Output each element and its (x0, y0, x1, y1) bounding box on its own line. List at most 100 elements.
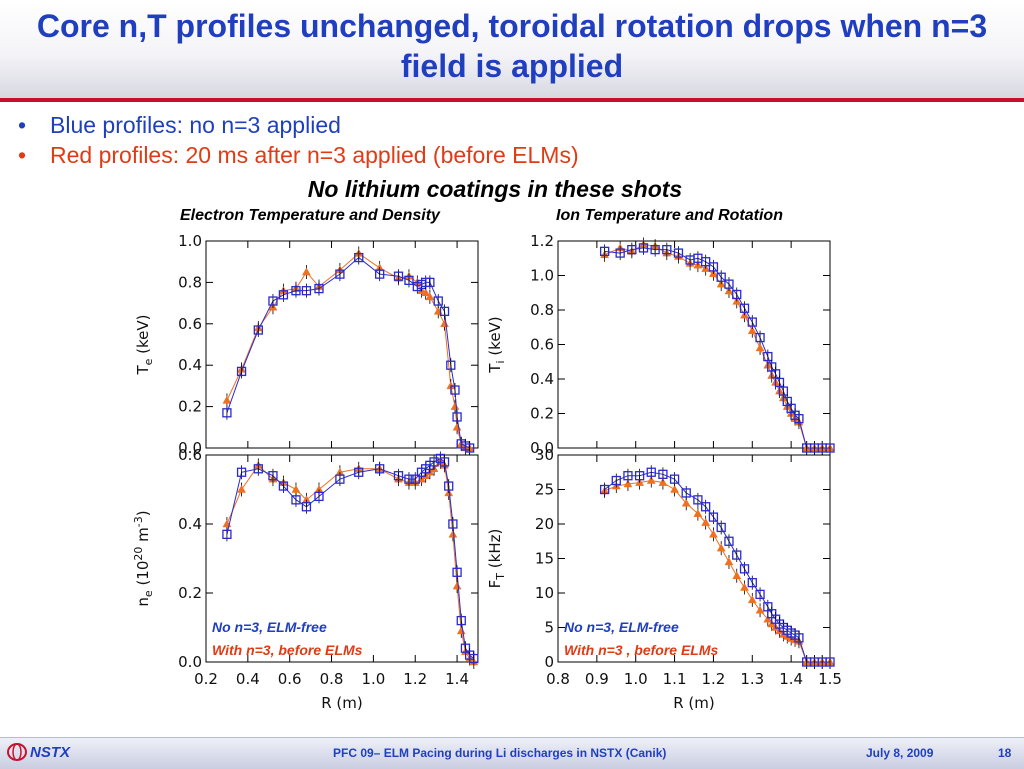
y-axis-label: Ti (keV) (486, 316, 507, 373)
y-tick-label: 1.2 (530, 232, 554, 250)
data-point-triangle (708, 529, 718, 538)
data-point-square (278, 290, 289, 300)
data-point-triangle (452, 581, 462, 590)
y-tick-label: 0.4 (530, 370, 554, 388)
data-point-square (375, 269, 385, 279)
y-axis-label-part: (10 (134, 561, 152, 591)
data-point-square (291, 495, 301, 505)
data-point-square (456, 615, 466, 626)
data-point-square (739, 303, 750, 313)
data-point-triangle (693, 509, 703, 517)
data-point-square (433, 296, 443, 306)
data-point-triangle (681, 498, 691, 507)
y-axis-label-part: F (486, 580, 504, 589)
data-point-square (615, 248, 625, 258)
y-axis-label-part: i (494, 360, 507, 363)
data-point-square (724, 279, 734, 289)
data-point-square (681, 488, 691, 498)
y-axis-label-part: (keV) (134, 314, 152, 358)
x-tick-label: 0.2 (194, 670, 218, 688)
bullet-text: Red profiles: 20 ms after n=3 applied (b… (50, 142, 579, 168)
x-tick-label: 0.6 (278, 670, 302, 688)
y-tick-label: 1.0 (530, 267, 554, 285)
y-axis-label: ne (1020 m-3) (132, 510, 155, 606)
data-point-triangle (747, 326, 757, 334)
data-point-square (794, 633, 804, 643)
data-point-triangle (747, 595, 757, 604)
x-axis-label: R (m) (673, 694, 715, 712)
data-point-square (222, 529, 232, 539)
x-tick-label: 0.9 (585, 670, 609, 688)
data-point-square (627, 244, 637, 255)
data-point-square (755, 589, 765, 600)
footer-center: PFC 09– ELM Pacing during Li discharges … (333, 746, 667, 760)
bullet-dot: • (18, 112, 27, 138)
data-point-square (658, 469, 668, 479)
x-tick-label: 0.4 (236, 670, 260, 688)
data-point-square (404, 474, 414, 484)
data-point-square (253, 325, 263, 335)
data-point-square (673, 248, 684, 258)
y-tick-label: 0.2 (178, 398, 202, 416)
x-tick-label: 1.3 (740, 670, 764, 688)
data-point-square (410, 474, 420, 484)
y-axis-label: Te (keV) (134, 314, 155, 375)
data-point-square (693, 495, 703, 505)
bullet-text: Blue profiles: no n=3 applied (50, 112, 341, 138)
x-tick-label: 1.2 (403, 670, 427, 688)
data-point-triangle (237, 484, 247, 493)
title-band (0, 0, 1024, 98)
y-axis-label-part: T (486, 363, 504, 374)
data-point-square (611, 475, 621, 486)
y-tick-label: 0.8 (530, 301, 554, 319)
series-line (604, 247, 830, 449)
x-tick-label: 1.2 (701, 670, 725, 688)
left-column-title: Electron Temperature and Density (180, 207, 440, 224)
y-tick-label: 0.2 (530, 405, 554, 423)
data-point-square (755, 332, 765, 343)
data-point-triangle (658, 478, 668, 486)
y-axis-label-part: (keV) (486, 316, 504, 360)
footer-org: NSTX (30, 744, 71, 761)
data-point-square (650, 244, 660, 255)
data-point-square (253, 464, 263, 474)
data-point-triangle (670, 484, 680, 493)
y-tick-label: 0.6 (178, 446, 202, 464)
slide-title: Core n,T profiles unchanged, toroidal ro… (36, 8, 988, 84)
data-point-square (393, 471, 404, 481)
y-axis-label-part: ) (134, 510, 152, 516)
data-point-square (763, 351, 773, 362)
y-tick-label: 30 (535, 446, 554, 464)
data-point-square (450, 385, 460, 395)
data-point-square (646, 467, 656, 477)
nstx-logo-icon (7, 743, 27, 761)
data-point-square (464, 443, 475, 453)
data-point-triangle (763, 614, 773, 623)
footer-band (0, 737, 1024, 769)
y-tick-label: 0.8 (178, 273, 202, 291)
x-tick-label: 1.1 (663, 670, 687, 688)
footer-date: July 8, 2009 (866, 746, 934, 760)
data-point-square (268, 471, 278, 481)
data-point-triangle (623, 479, 633, 488)
y-tick-label: 10 (535, 584, 554, 602)
plot-te: 0.0 0.2 0.4 0.6 0.8 1.0 Te (keV) (134, 232, 479, 457)
series-square (222, 451, 479, 666)
footer-page: 18 (998, 746, 1012, 760)
data-point-square (314, 491, 324, 502)
y-axis-label-part: 20 (132, 547, 145, 561)
y-axis-label: FT (kHz) (486, 529, 507, 589)
data-point-triangle (301, 267, 311, 276)
data-point-triangle (701, 518, 711, 526)
series-square (222, 250, 475, 455)
title-divider (0, 98, 1024, 102)
data-point-square (825, 443, 835, 453)
data-point-square (301, 502, 312, 512)
data-point-square (425, 277, 435, 288)
x-tick-label: 1.0 (361, 670, 385, 688)
data-point-square (732, 550, 742, 560)
data-point-square (439, 306, 450, 317)
plot-frame (205, 454, 479, 663)
y-tick-label: 0.4 (178, 356, 202, 374)
